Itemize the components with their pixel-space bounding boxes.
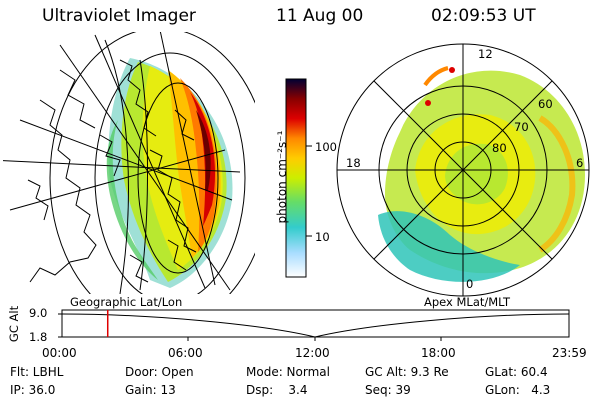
color-scale-bar xyxy=(285,78,312,278)
lat-label-80: 80 xyxy=(492,141,507,155)
lat-label-60: 60 xyxy=(538,97,553,111)
colorbar-unit-label: photon cm⁻²s⁻¹ xyxy=(275,130,289,224)
dsp-info: Dsp: 3.4 xyxy=(246,383,308,397)
timeline-ytick-9: 9.0 xyxy=(29,306,48,320)
timeline-xtick: 12:00 xyxy=(295,346,330,360)
polar-grid xyxy=(336,43,590,297)
polar-emission-image xyxy=(378,66,585,282)
lat-lon-grid xyxy=(3,32,255,294)
mlt-label-0: 0 xyxy=(466,277,474,291)
ip-info: IP: 36.0 xyxy=(10,383,56,397)
mlt-label-12: 12 xyxy=(478,47,493,61)
mlt-label-18: 18 xyxy=(346,156,361,170)
seq-info: Seq: 39 xyxy=(365,383,411,397)
time-label: 02:09:53 UT xyxy=(431,6,536,26)
geographic-map-panel xyxy=(3,32,255,294)
timeline-xtick: 18:00 xyxy=(421,346,456,360)
mode-info: Mode: Normal xyxy=(246,365,330,379)
date-label: 11 Aug 00 xyxy=(276,6,364,26)
timeline-xtick: 00:00 xyxy=(42,346,77,360)
instrument-title: Ultraviolet Imager xyxy=(42,6,196,26)
gc-alt-info: GC Alt: 9.3 Re xyxy=(365,365,449,379)
auroral-emission-image xyxy=(106,58,233,288)
timeline-xtick: 23:59 xyxy=(552,346,587,360)
colorbar-tick-100: 100 xyxy=(315,140,337,154)
altitude-timeline xyxy=(58,309,570,341)
mlt-label-6: 6 xyxy=(576,156,584,170)
apex-caption: Apex MLat/MLT xyxy=(424,295,511,309)
coastlines xyxy=(27,59,197,283)
geographic-caption: Geographic Lat/Lon xyxy=(70,295,183,309)
door-info: Door: Open xyxy=(125,365,194,379)
glat-info: GLat: 60.4 xyxy=(485,365,548,379)
glon-info: GLon: 4.3 xyxy=(485,383,551,397)
timeline-axis-label: GC Alt xyxy=(7,305,21,343)
timeline-xtick: 06:00 xyxy=(168,346,203,360)
timeline-ytick-1.8: 1.8 xyxy=(29,330,48,344)
gain-info: Gain: 13 xyxy=(125,383,176,397)
filter-info: Flt: LBHL xyxy=(10,365,64,379)
lat-label-70: 70 xyxy=(514,120,529,134)
polar-mlat-mlt-panel xyxy=(336,43,590,297)
colorbar-tick-10: 10 xyxy=(315,230,330,244)
